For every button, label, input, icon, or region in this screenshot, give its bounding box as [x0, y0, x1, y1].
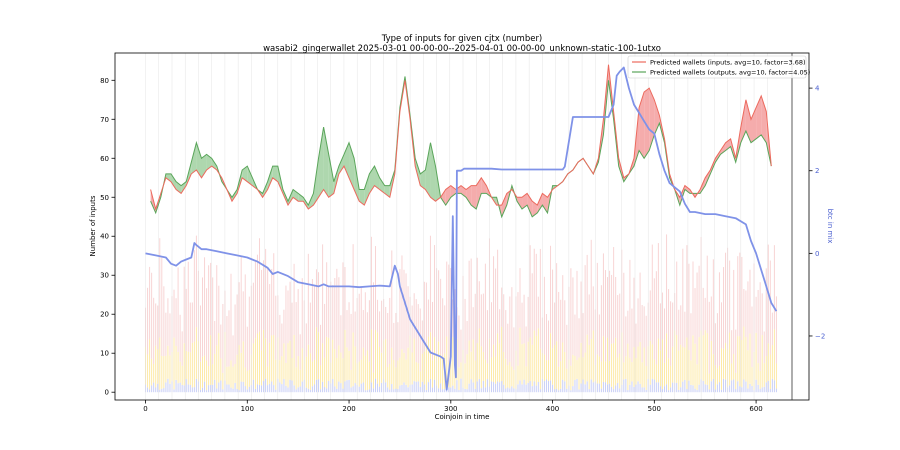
- y-tick-label: 0: [105, 389, 109, 397]
- fill-segment: [750, 107, 757, 143]
- fill-segment: [445, 185, 451, 206]
- fill-segment: [644, 88, 650, 159]
- fill-segment: [649, 88, 655, 151]
- fill-segment: [745, 99, 751, 143]
- fill-segment: [527, 193, 533, 217]
- fill-segment: [481, 177, 487, 194]
- series-lines: [145, 64, 778, 391]
- y-tick-label: 40: [100, 233, 109, 241]
- y-tick-label: 80: [100, 77, 109, 85]
- fill-segment: [349, 142, 355, 190]
- fill-segment: [328, 154, 334, 198]
- y-tick-label: 50: [100, 194, 109, 202]
- y-axis-label: Number of inputs: [89, 195, 97, 256]
- x-tick-label: 500: [648, 405, 661, 413]
- fill-segment: [471, 185, 477, 209]
- fill-segment: [201, 154, 207, 178]
- fill-segment: [369, 166, 375, 194]
- legend-box: [627, 55, 807, 79]
- x-tick-label: 400: [546, 405, 559, 413]
- fill-segment: [298, 193, 304, 202]
- fill-segment: [323, 127, 329, 198]
- y2-tick-label: −2: [815, 332, 825, 340]
- legend: Predicted wallets (inputs, avg=10, facto…: [627, 55, 810, 79]
- fill-segment: [206, 154, 212, 170]
- fill-segment: [191, 142, 197, 174]
- y-tick-label: 10: [100, 350, 109, 358]
- chart-subtitle: wasabi2_gingerwallet 2025-03-01 00-00-00…: [263, 44, 661, 54]
- y2-tick-label: 4: [815, 85, 820, 93]
- fill-segment: [466, 185, 472, 206]
- background-bars: [145, 234, 777, 393]
- x-tick-label: 0: [143, 405, 147, 413]
- fill-between-areas: [150, 64, 772, 217]
- line-outputs: [150, 76, 772, 219]
- line-inputs: [150, 64, 772, 211]
- fill-segment: [379, 177, 385, 194]
- fill-segment: [247, 166, 253, 186]
- y2-axis-label: btc in mix: [826, 209, 834, 244]
- fill-segment: [542, 193, 548, 213]
- fill-segment: [267, 166, 273, 190]
- y-axis: 0 10 20 30 40 50 60 70 80: [100, 77, 115, 397]
- fill-segment: [684, 185, 690, 194]
- fill-segment: [532, 201, 538, 217]
- fill-segment: [430, 142, 436, 202]
- legend-entry-inputs: Predicted wallets (inputs, avg=10, facto…: [650, 59, 806, 67]
- fill-segment: [440, 189, 446, 206]
- chart-title: Type of inputs for given cjtx (number): [381, 34, 543, 44]
- y-tick-label: 20: [100, 311, 109, 319]
- fill-segment: [522, 193, 528, 209]
- fill-segment: [272, 166, 278, 182]
- fill-segment: [537, 193, 543, 213]
- y-tick-label: 60: [100, 155, 109, 163]
- x-tick-label: 100: [241, 405, 254, 413]
- fill-segment: [374, 166, 380, 190]
- fill-segment: [476, 177, 482, 209]
- x-tick-label: 200: [342, 405, 355, 413]
- fill-segment: [501, 193, 507, 217]
- y2-axis: −2 0 2 4: [809, 85, 825, 340]
- fill-segment: [425, 142, 431, 198]
- line-btc-in-mix: [145, 66, 778, 391]
- y-tick-label: 70: [100, 116, 109, 124]
- fill-segment: [170, 173, 177, 190]
- plot-frame: [114, 52, 810, 401]
- fill-segment: [232, 189, 238, 202]
- fill-segment: [761, 95, 767, 143]
- fill-segment: [196, 142, 202, 178]
- fill-segment: [338, 154, 344, 174]
- fill-segment: [740, 99, 746, 143]
- x-axis: 0 100 200 300 400 500 600: [143, 400, 763, 413]
- fill-segment: [181, 181, 187, 194]
- y-tick-label: 30: [100, 272, 109, 280]
- fill-segment: [318, 127, 324, 198]
- fill-segment: [333, 166, 339, 194]
- fill-segment: [725, 138, 731, 151]
- fill-segment: [165, 173, 171, 182]
- x-tick-label: 300: [444, 405, 457, 413]
- x-axis-label: Coinjoin in time: [435, 413, 490, 421]
- fill-segment: [420, 169, 426, 190]
- gridlines: [145, 53, 768, 400]
- x-tick-label: 600: [749, 405, 762, 413]
- fill-segment: [242, 166, 248, 182]
- y2-tick-label: 0: [815, 250, 819, 258]
- fill-segment: [359, 189, 365, 206]
- fill-segment: [516, 197, 523, 209]
- fill-segment: [756, 95, 762, 139]
- fill-segment: [303, 197, 309, 209]
- fill-segment: [211, 158, 217, 170]
- fill-segment: [639, 91, 645, 159]
- legend-entry-outputs: Predicted wallets (outputs, avg=10, fact…: [650, 69, 810, 77]
- fill-segment: [364, 173, 370, 206]
- y2-tick-label: 2: [815, 167, 819, 175]
